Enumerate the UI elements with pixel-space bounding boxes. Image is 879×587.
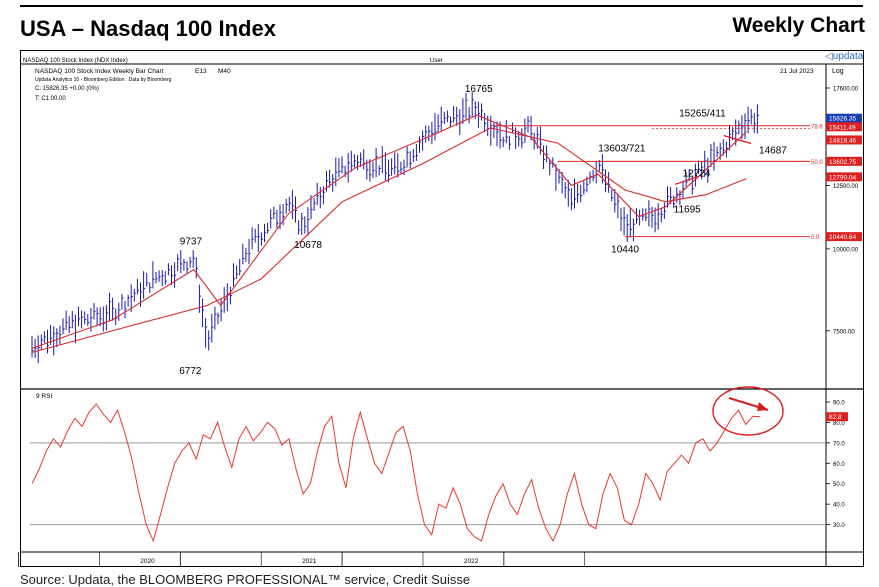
rsi-line [31, 403, 761, 543]
ma2-label: M40 [218, 68, 231, 75]
price-annotation: 10440 [611, 245, 639, 256]
value-box [826, 156, 862, 166]
edition-line: Updata Analytics 10 - Bloomberg Edition … [35, 77, 172, 83]
rsi-panel: 9 RSI [30, 386, 826, 543]
value-box [826, 232, 862, 242]
value-box-label: 10440.64 [829, 234, 856, 241]
page-title: USA – Nasdaq 100 Index [20, 16, 276, 41]
title-rule [20, 5, 863, 7]
date-label: 21 Jul 2023 [780, 68, 814, 75]
c-line: C: 15826.35 +0.00 (0%) [35, 86, 99, 92]
ma-m40-line [31, 127, 747, 353]
value-box [826, 135, 862, 145]
price-tick-label: 12500.00 [833, 184, 859, 190]
rsi-value-box [826, 412, 848, 422]
value-box [826, 113, 862, 123]
user-label: User [430, 58, 443, 64]
price-annotation: 15265/411 [679, 109, 726, 120]
year-label: 2020 [140, 558, 155, 565]
t-line: T: C1.00.00 [35, 96, 66, 102]
price-tick-label: 10000.00 [833, 247, 859, 253]
price-tick-label: 17600.00 [833, 87, 859, 93]
price-annotation: 10678 [294, 240, 322, 251]
page-subtitle: Weekly Chart [732, 14, 865, 37]
chart-name: NASDAQ 100 Stock Index Weekly Bar Chart [35, 68, 164, 75]
price-tick-label: 7500.00 [833, 329, 855, 335]
rsi-tick-label: 70.0 [833, 441, 845, 447]
arrow-line [674, 175, 699, 185]
fib-label: 0.0 [811, 235, 820, 241]
ma1-label: E13 [195, 68, 207, 75]
fib-label: 50.0 [811, 160, 823, 166]
price-annotation: 6772 [179, 366, 202, 377]
rsi-arrowhead [757, 402, 768, 411]
ma-e13-line [31, 114, 747, 349]
value-box [826, 122, 862, 132]
updata-arrow-icon: ◁ [825, 51, 833, 62]
value-box-label: 15411.49 [829, 124, 856, 131]
rsi-tick-label: 40.0 [833, 503, 845, 509]
rsi-tick-label: 60.0 [833, 462, 845, 468]
log-label: Log [832, 68, 844, 75]
price-annotation: 12724 [683, 168, 711, 179]
source-note: Source: Updata, the BLOOMBERG PROFESSION… [20, 572, 471, 587]
value-box-label: 15826.35 [829, 116, 856, 123]
price-annotation: 14687 [759, 145, 787, 156]
fib-label: 78.6 [811, 124, 823, 130]
updata-logo: ◁updata [825, 51, 864, 62]
annotations: 16765 9737 6772 10678 15265/411 13603/721 1468… [179, 84, 787, 377]
price-annotation: 16765 [465, 84, 493, 95]
index-name: NASDAQ 100 Stock Index (NDX Index) [23, 58, 128, 64]
rsi-tick-label: 80.0 [833, 421, 845, 427]
price-annotation: 13603/721 [598, 143, 646, 154]
rsi-tick-label: 30.0 [833, 523, 845, 529]
rsi-tick-label: 90.0 [833, 401, 845, 407]
arrow-line [723, 134, 752, 145]
rsi-tick-label: 50.0 [833, 482, 845, 488]
price-annotation: 9737 [180, 236, 203, 247]
price-annotation: 11695 [674, 204, 702, 215]
value-box-label: 12790.04 [829, 174, 856, 181]
axis-labels: 17600.0012500.0010000.007500.0015826.351… [18, 87, 862, 567]
value-box [826, 172, 862, 182]
rsi-value-label: 82.8 [829, 414, 842, 421]
value-box-label: 14818.46 [829, 137, 856, 144]
year-label: 2022 [464, 558, 479, 565]
rsi-highlight-circle [712, 386, 784, 436]
chart-frame [20, 50, 864, 567]
year-label: 2021 [302, 558, 317, 565]
price-panel: 78.6 50.0 0.0 [31, 92, 823, 364]
value-box-label: 13602.75 [829, 159, 856, 166]
rsi-title: 9 RSI [36, 393, 52, 400]
